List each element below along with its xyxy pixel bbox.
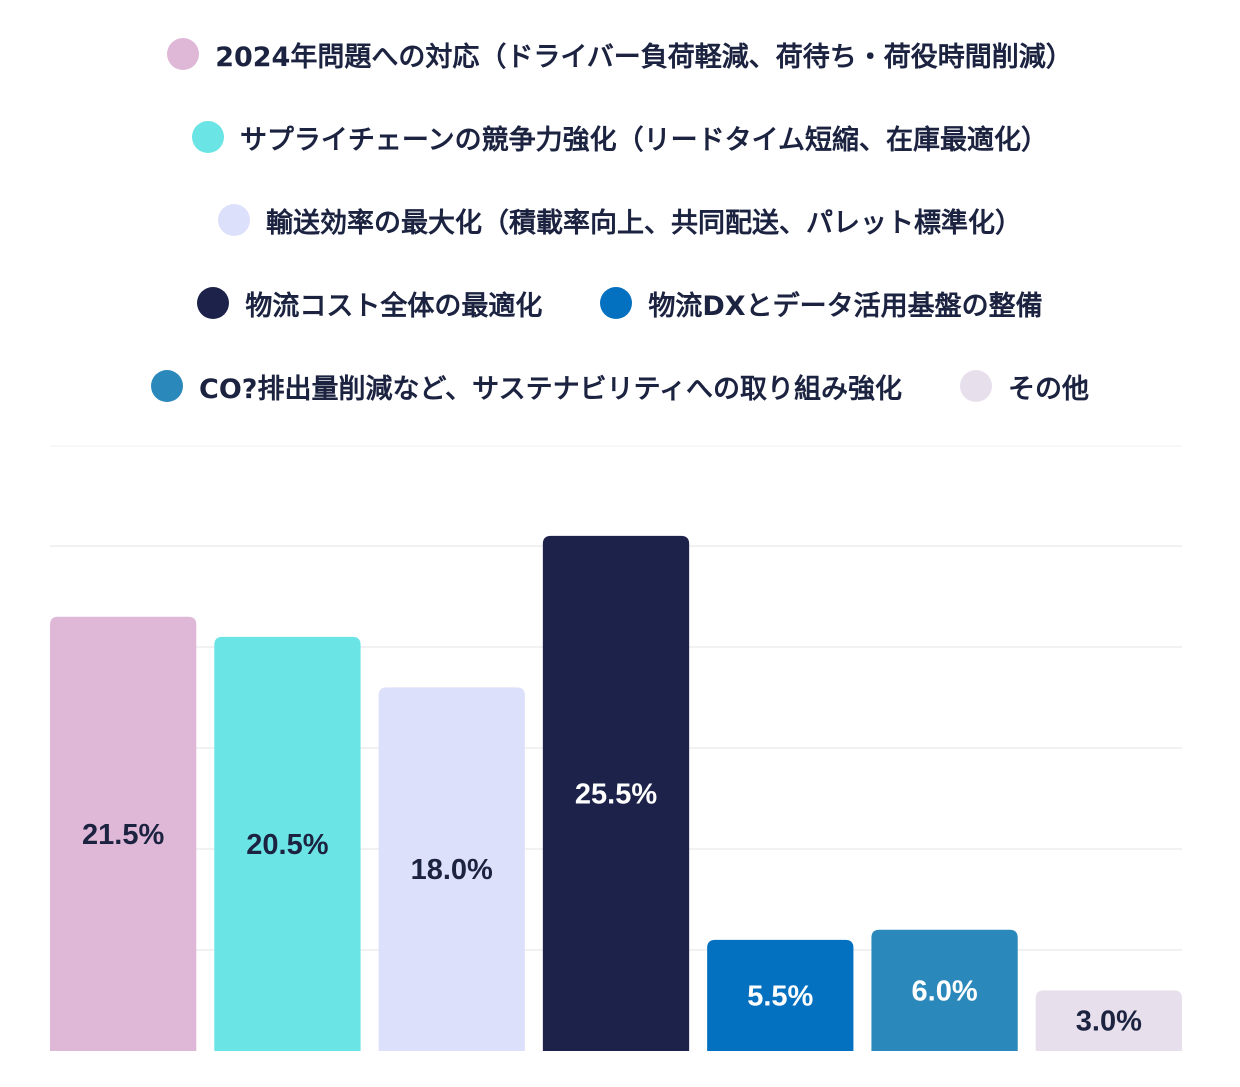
legend-row: 2024年問題への対応（ドライバー負荷軽減、荷待ち・荷役時間削減） bbox=[0, 24, 1240, 84]
legend-swatch bbox=[197, 287, 230, 319]
legend-label: 2024年問題への対応（ドライバー負荷軽減、荷待ち・荷役時間削減） bbox=[215, 41, 1073, 73]
bar-value-label: 20.5% bbox=[246, 829, 328, 861]
legend-swatch bbox=[191, 121, 224, 153]
legend-item: その他 bbox=[959, 367, 1089, 406]
legend-swatch bbox=[959, 370, 992, 402]
legend-label: サプライチェーンの競争力強化（リードタイム短縮、在庫最適化） bbox=[239, 124, 1049, 156]
legend-label: その他 bbox=[1007, 373, 1089, 405]
bar bbox=[871, 929, 1018, 1051]
legend-swatch bbox=[600, 287, 633, 319]
legend-item: 物流DXとデータ活用基盤の整備 bbox=[600, 284, 1043, 323]
bar bbox=[542, 535, 690, 1051]
bar bbox=[50, 616, 197, 1051]
legend-label: 輸送効率の最大化（積載率向上、共同配送、パレット標準化） bbox=[266, 207, 1022, 239]
legend-item: 2024年問題への対応（ドライバー負荷軽減、荷待ち・荷役時間削減） bbox=[167, 35, 1073, 74]
bar-value-label: 6.0% bbox=[912, 975, 978, 1007]
legend-row: 物流コスト全体の最適化 物流DXとデータ活用基盤の整備 bbox=[0, 273, 1240, 333]
legend-row: CO?排出量削減など、サステナビリティへの取り組み強化 その他 bbox=[0, 356, 1240, 416]
bar bbox=[707, 939, 854, 1051]
chart-legend: 2024年問題への対応（ドライバー負荷軽減、荷待ち・荷役時間削減） サプライチェー… bbox=[0, 0, 1240, 440]
legend-item: 輸送効率の最大化（積載率向上、共同配送、パレット標準化） bbox=[218, 201, 1022, 240]
legend-label: CO?排出量削減など、サステナビリティへの取り組み強化 bbox=[199, 373, 902, 405]
legend-item: 物流コスト全体の最適化 bbox=[197, 284, 542, 323]
bar bbox=[1035, 990, 1182, 1051]
legend-swatch bbox=[218, 204, 250, 236]
bar-value-label: 18.0% bbox=[411, 854, 493, 886]
legend-swatch bbox=[151, 370, 184, 402]
legend-label: 物流コスト全体の最適化 bbox=[245, 290, 543, 322]
bar bbox=[378, 687, 525, 1051]
bar bbox=[214, 636, 361, 1051]
bar-value-label: 21.5% bbox=[82, 819, 164, 851]
bar-value-label: 3.0% bbox=[1076, 1006, 1142, 1038]
legend-item: CO?排出量削減など、サステナビリティへの取り組み強化 bbox=[151, 367, 902, 406]
legend-item: サプライチェーンの競争力強化（リードタイム短縮、在庫最適化） bbox=[191, 118, 1049, 157]
bar-value-label: 5.5% bbox=[747, 980, 813, 1012]
legend-row: 輸送効率の最大化（積載率向上、共同配送、パレット標準化） bbox=[0, 190, 1240, 250]
legend-label: 物流DXとデータ活用基盤の整備 bbox=[648, 290, 1043, 322]
bar-value-label: 25.5% bbox=[575, 778, 657, 810]
legend-row: サプライチェーンの競争力強化（リードタイム短縮、在庫最適化） bbox=[0, 107, 1240, 167]
legend-swatch bbox=[167, 38, 200, 70]
